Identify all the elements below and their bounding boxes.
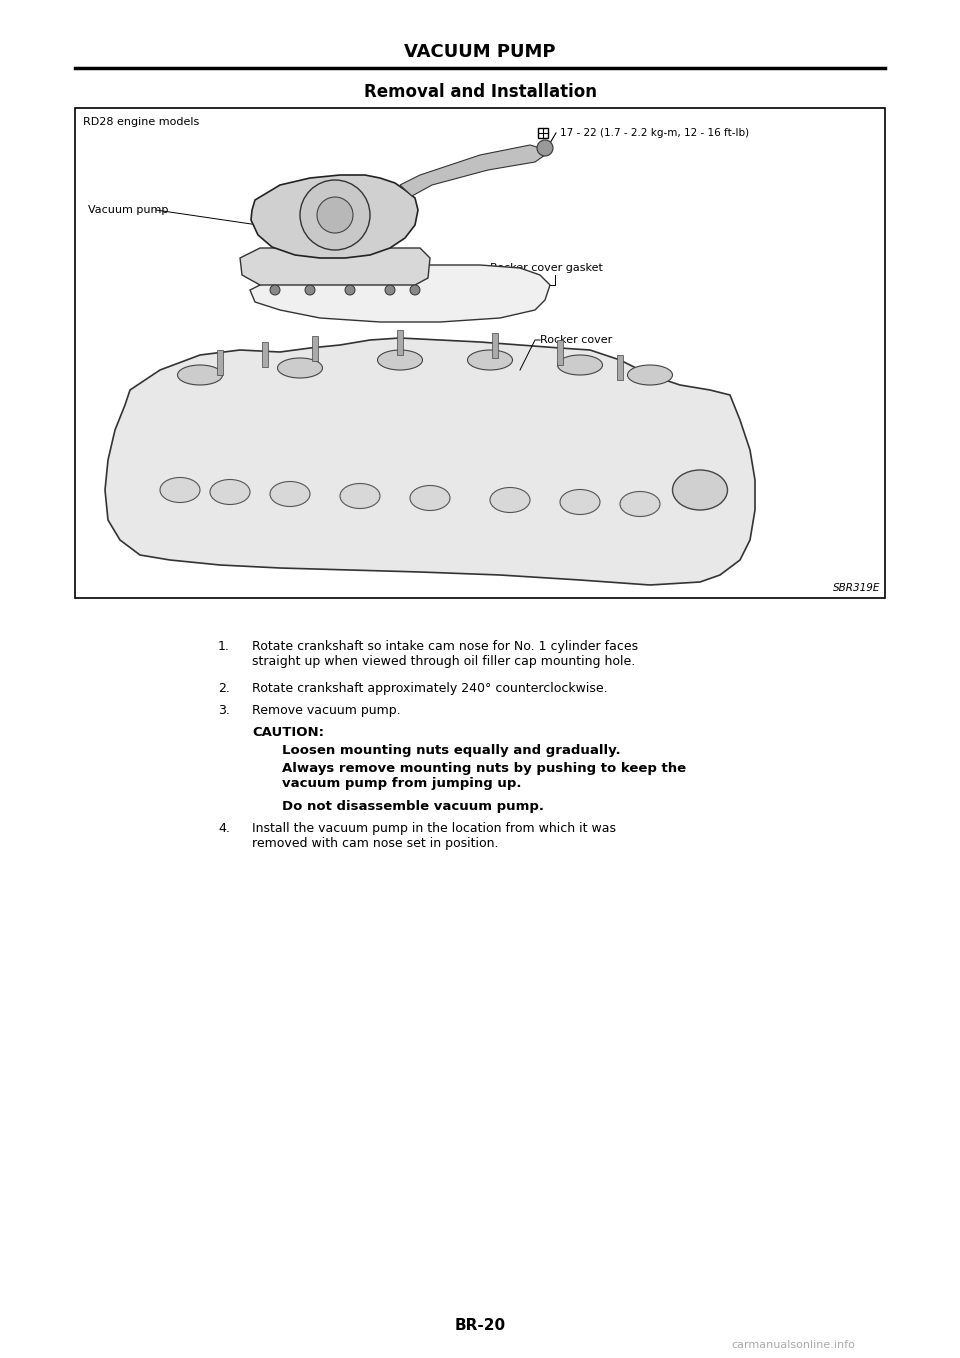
Text: 4.: 4. [218, 822, 230, 835]
Bar [262, 342, 268, 367]
Text: BR-20: BR-20 [454, 1317, 506, 1332]
Circle shape [385, 285, 395, 295]
Circle shape [270, 285, 280, 295]
Circle shape [317, 197, 353, 234]
Text: Always remove mounting nuts by pushing to keep the
vacuum pump from jumping up.: Always remove mounting nuts by pushing t… [282, 762, 686, 790]
Circle shape [300, 181, 370, 250]
Text: Rocker cover gasket: Rocker cover gasket [490, 263, 603, 273]
Circle shape [345, 285, 355, 295]
Polygon shape [250, 265, 550, 322]
Polygon shape [400, 145, 545, 196]
Ellipse shape [210, 479, 250, 505]
Text: Rotate crankshaft approximately 240° counterclockwise.: Rotate crankshaft approximately 240° cou… [252, 682, 608, 695]
Ellipse shape [560, 489, 600, 515]
Ellipse shape [628, 365, 673, 386]
Text: Loosen mounting nuts equally and gradually.: Loosen mounting nuts equally and gradual… [282, 744, 620, 756]
Text: SBR319E: SBR319E [832, 583, 880, 593]
Bar [217, 350, 223, 375]
Text: Install the vacuum pump in the location from which it was
removed with cam nose : Install the vacuum pump in the location … [252, 822, 616, 850]
Circle shape [305, 285, 315, 295]
Bar [617, 354, 623, 380]
Bar [557, 340, 563, 365]
Ellipse shape [468, 350, 513, 369]
Text: carmanualsonline.info: carmanualsonline.info [732, 1340, 855, 1350]
Text: Rotate crankshaft so intake cam nose for No. 1 cylinder faces
straight up when v: Rotate crankshaft so intake cam nose for… [252, 640, 638, 668]
Ellipse shape [410, 486, 450, 511]
Ellipse shape [558, 354, 603, 375]
Text: Removal and Installation: Removal and Installation [364, 83, 596, 100]
Text: 2.: 2. [218, 682, 230, 695]
Text: Rocker cover: Rocker cover [540, 335, 612, 345]
Text: 1.: 1. [218, 640, 230, 653]
Text: CAUTION:: CAUTION: [252, 727, 324, 739]
Bar [538, 128, 548, 139]
Bar [312, 335, 318, 361]
Text: 3.: 3. [218, 703, 230, 717]
Ellipse shape [377, 350, 422, 369]
Ellipse shape [178, 365, 223, 386]
Text: Do not disassemble vacuum pump.: Do not disassemble vacuum pump. [282, 800, 544, 813]
Bar [75, 109, 885, 598]
Polygon shape [251, 175, 418, 258]
Bar [397, 330, 403, 354]
Bar [492, 333, 498, 359]
Ellipse shape [490, 488, 530, 512]
Ellipse shape [340, 483, 380, 508]
Ellipse shape [620, 492, 660, 516]
Circle shape [410, 285, 420, 295]
Circle shape [537, 140, 553, 156]
Text: Remove vacuum pump.: Remove vacuum pump. [252, 703, 400, 717]
Ellipse shape [673, 470, 728, 511]
Text: VACUUM PUMP: VACUUM PUMP [404, 43, 556, 61]
Text: Vacuum pump: Vacuum pump [88, 205, 168, 215]
Ellipse shape [270, 482, 310, 507]
Ellipse shape [160, 478, 200, 502]
Text: RD28 engine models: RD28 engine models [83, 117, 200, 128]
Ellipse shape [277, 359, 323, 378]
Text: 17 - 22 (1.7 - 2.2 kg-m, 12 - 16 ft-lb): 17 - 22 (1.7 - 2.2 kg-m, 12 - 16 ft-lb) [560, 128, 749, 139]
Polygon shape [105, 338, 755, 585]
Polygon shape [240, 249, 430, 285]
